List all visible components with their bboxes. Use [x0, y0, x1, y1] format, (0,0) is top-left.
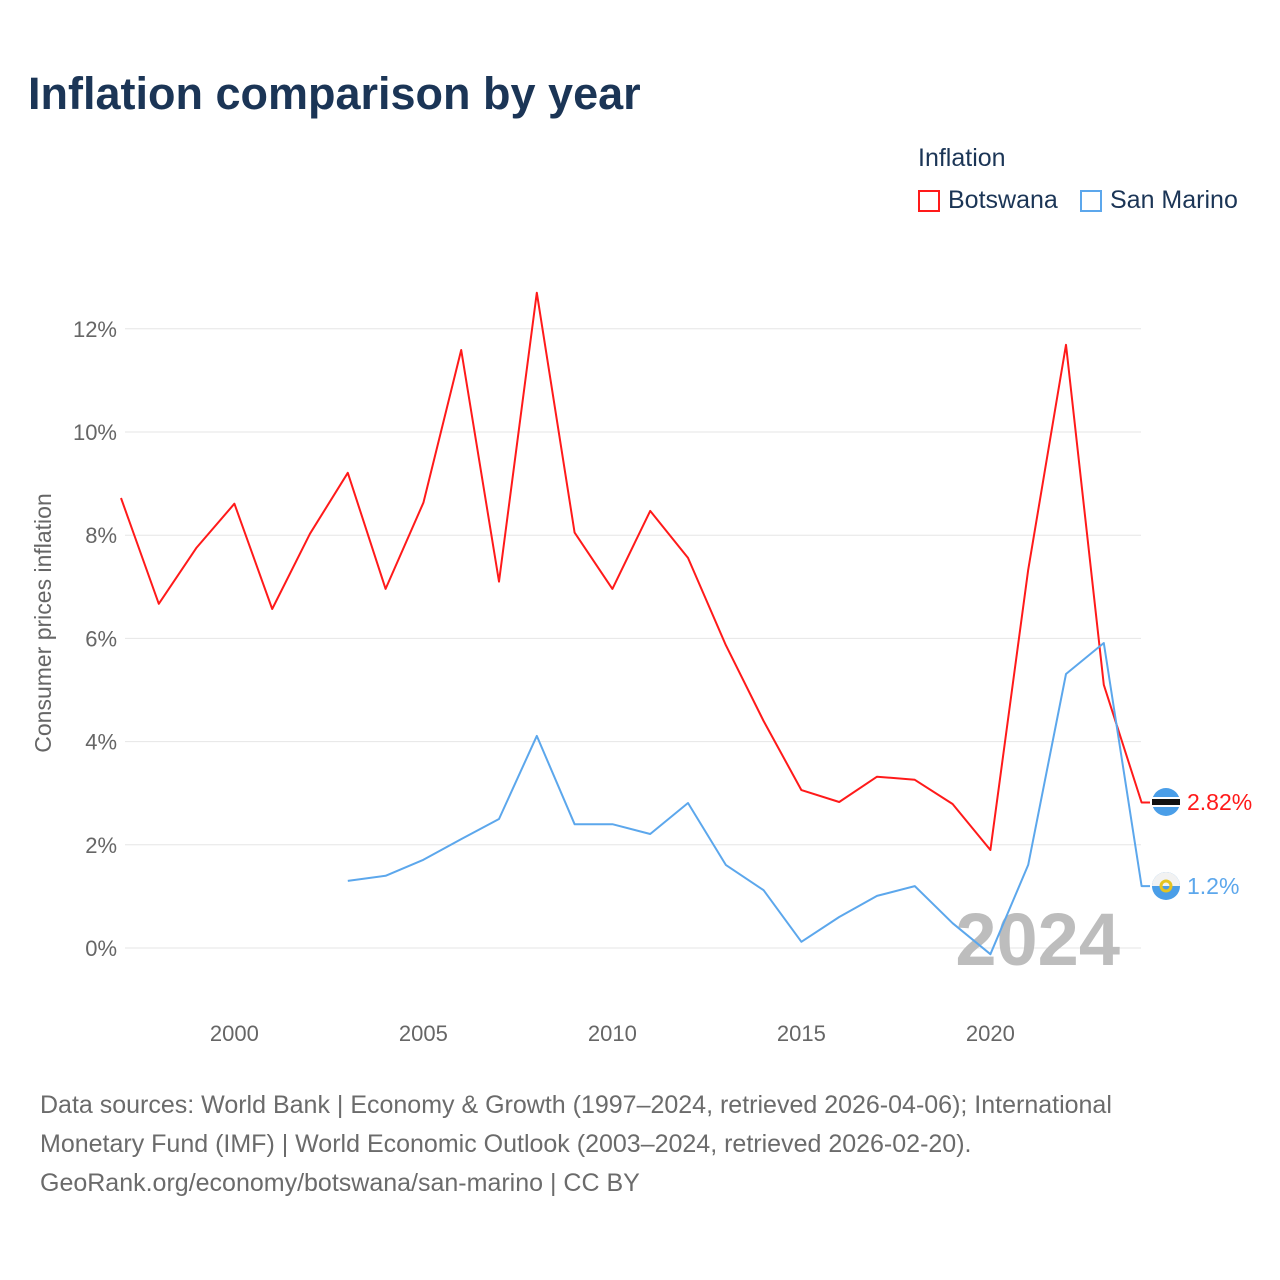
series-line-botswana [120, 291, 1150, 851]
data-point [421, 858, 425, 862]
source-line-1: Data sources: World Bank | Economy & Gro… [40, 1091, 1112, 1119]
data-point [913, 778, 917, 782]
legend-swatch-san-marino [1080, 189, 1102, 212]
x-tick-label: 2010 [588, 1021, 637, 1046]
data-point [119, 496, 123, 500]
data-point [837, 915, 841, 919]
series-line-san-marino [347, 642, 1150, 956]
data-point [762, 888, 766, 892]
source-note: Data sources: World Bank | Economy & Gro… [40, 1086, 1240, 1203]
data-point [573, 531, 577, 535]
y-axis-label: Consumer prices inflation [30, 493, 56, 753]
data-point [459, 837, 463, 841]
flag-stripe [1152, 799, 1180, 805]
data-point [573, 822, 577, 826]
y-tick-label: 6% [85, 626, 117, 651]
data-point [686, 556, 690, 560]
data-point [535, 734, 539, 738]
data-point [724, 643, 728, 647]
data-point [195, 546, 199, 550]
end-value-label-san-marino: 1.2% [1187, 873, 1239, 899]
data-point [1064, 343, 1068, 347]
data-point [648, 509, 652, 513]
data-point [1026, 568, 1030, 572]
data-point [346, 471, 350, 475]
chart-title: Inflation comparison by year [28, 68, 641, 119]
data-point [951, 802, 955, 806]
x-tick-label: 2020 [966, 1021, 1015, 1046]
data-point [875, 775, 879, 779]
end-value-label-botswana: 2.82% [1187, 789, 1252, 815]
year-watermark: 2024 [955, 898, 1120, 981]
x-tick-label: 2000 [210, 1021, 259, 1046]
data-point [157, 602, 161, 606]
data-point [1140, 884, 1144, 888]
data-point [497, 580, 501, 584]
data-point [648, 832, 652, 836]
data-point [497, 817, 501, 821]
flag-half [1152, 872, 1180, 886]
data-point [1102, 641, 1106, 645]
data-point [384, 587, 388, 591]
data-point [1064, 672, 1068, 676]
data-point [421, 501, 425, 505]
data-point [535, 291, 539, 295]
y-tick-label: 4% [85, 730, 117, 755]
data-point [459, 348, 463, 352]
data-point [308, 532, 312, 536]
legend-title: Inflation [918, 144, 1006, 172]
data-point [232, 502, 236, 506]
x-tick-label: 2015 [777, 1021, 826, 1046]
legend-swatch-botswana [918, 189, 940, 212]
data-point [799, 788, 803, 792]
data-point [913, 884, 917, 888]
data-point [988, 848, 992, 852]
y-tick-label: 8% [85, 523, 117, 548]
legend-label-san-marino: San Marino [1110, 186, 1238, 214]
source-line-3: GeoRank.org/economy/botswana/san-marino … [40, 1169, 640, 1197]
data-point [724, 863, 728, 867]
data-point [610, 587, 614, 591]
y-tick-label: 12% [73, 317, 117, 342]
data-point [1102, 683, 1106, 687]
x-tick-label: 2005 [399, 1021, 448, 1046]
data-point [799, 940, 803, 944]
legend-item-san-marino[interactable]: San Marino [1080, 186, 1238, 215]
data-point [951, 921, 955, 925]
data-point [686, 801, 690, 805]
legend-label-botswana: Botswana [948, 186, 1058, 214]
data-point [1026, 863, 1030, 867]
legend-item-botswana[interactable]: Botswana [918, 186, 1058, 215]
data-point [875, 894, 879, 898]
y-tick-label: 10% [73, 420, 117, 445]
data-point [270, 607, 274, 611]
data-point [988, 952, 992, 956]
source-line-2: Monetary Fund (IMF) | World Economic Out… [40, 1130, 972, 1158]
flag-emblem [1159, 879, 1173, 893]
data-point [762, 719, 766, 723]
data-point [1140, 800, 1144, 804]
y-tick-label: 0% [85, 936, 117, 961]
y-tick-label: 2% [85, 833, 117, 858]
data-point [384, 874, 388, 878]
data-point [346, 879, 350, 883]
data-point [837, 800, 841, 804]
data-point [610, 822, 614, 826]
